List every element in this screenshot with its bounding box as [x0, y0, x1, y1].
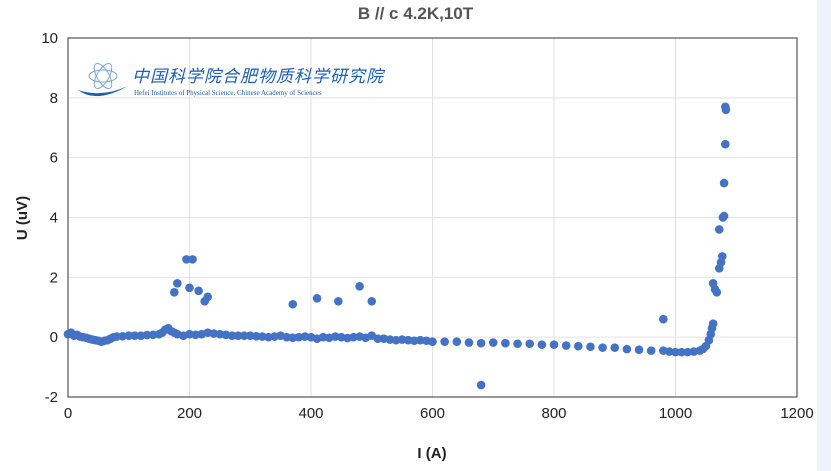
data-point: [712, 287, 722, 297]
data-point: [428, 337, 437, 346]
data-point: [288, 299, 298, 309]
data-point: [334, 296, 343, 306]
y-tick-label: 2: [50, 269, 58, 286]
data-point: [452, 337, 462, 346]
data-points: [63, 102, 731, 390]
data-point: [561, 341, 571, 350]
data-point: [622, 344, 632, 354]
data-point: [194, 286, 203, 296]
x-tick-label: 1000: [659, 405, 692, 422]
x-tick-label: 600: [420, 405, 445, 422]
logo-chinese-text: 中国科学院合肥物质科学研究院: [132, 67, 384, 87]
data-point: [721, 139, 730, 149]
data-point: [312, 293, 322, 303]
data-point: [252, 331, 261, 341]
x-tick-labels: 0 200 400 600 800 1000 1200: [64, 405, 814, 422]
data-point: [188, 255, 197, 264]
data-point: [185, 283, 194, 293]
data-point: [130, 331, 140, 340]
y-tick-labels: -2 0 2 4 6 8 10: [41, 30, 58, 406]
data-point: [721, 102, 730, 112]
y-tick-label: 4: [50, 210, 58, 227]
data-point: [476, 380, 486, 390]
x-tick-label: 1200: [780, 405, 813, 422]
data-point: [708, 319, 718, 329]
data-point: [714, 225, 724, 234]
plot-frame: [67, 37, 798, 398]
data-point: [719, 211, 729, 221]
data-point: [646, 346, 656, 355]
data-point: [476, 338, 486, 348]
data-point: [634, 345, 644, 355]
data-point: [124, 331, 134, 340]
x-tick-label: 0: [64, 405, 72, 422]
data-point: [717, 252, 727, 261]
data-point: [170, 287, 179, 297]
institute-logo: 中国科学院合肥物质科学研究院 Hefei Institutes of Physi…: [76, 60, 386, 104]
x-axis-label: I (A): [417, 445, 446, 462]
data-point: [586, 342, 595, 352]
data-point: [659, 314, 668, 324]
data-point: [182, 255, 191, 264]
data-point: [233, 331, 243, 340]
background-strip: [817, 0, 831, 471]
x-tick-label: 200: [177, 405, 202, 422]
data-point: [719, 178, 729, 188]
y-tick-label: 10: [41, 30, 58, 47]
y-tick-label: 8: [50, 90, 58, 107]
data-point: [501, 338, 510, 348]
data-point: [203, 292, 213, 302]
y-axis-label: U (uV): [14, 196, 31, 240]
data-point: [610, 343, 620, 352]
y-tick-label: 6: [50, 150, 58, 167]
data-point: [227, 331, 237, 340]
data-point: [355, 282, 364, 291]
data-point: [671, 347, 680, 357]
data-point: [440, 337, 449, 346]
y-tick-label: -2: [45, 389, 58, 406]
atom-logo-icon: [78, 63, 128, 97]
data-point: [574, 341, 583, 351]
x-tick-label: 800: [541, 405, 566, 422]
logo-english-text: Hefei Institutes of Physical Science, Ch…: [134, 89, 322, 97]
data-point: [488, 338, 498, 347]
chart-title: B // c 4.2K,10T: [357, 4, 474, 23]
data-point: [373, 334, 383, 343]
data-point: [464, 338, 474, 347]
data-point: [367, 296, 377, 306]
data-point: [513, 339, 522, 349]
data-point: [598, 343, 607, 352]
data-point: [173, 279, 182, 288]
data-point: [549, 340, 559, 349]
data-point: [677, 347, 686, 357]
x-tick-label: 400: [298, 405, 323, 422]
data-point: [525, 339, 534, 349]
data-point: [112, 332, 121, 341]
y-tick-label: 0: [50, 329, 58, 346]
data-point: [239, 331, 249, 340]
data-point: [537, 340, 547, 349]
data-point: [142, 330, 152, 340]
